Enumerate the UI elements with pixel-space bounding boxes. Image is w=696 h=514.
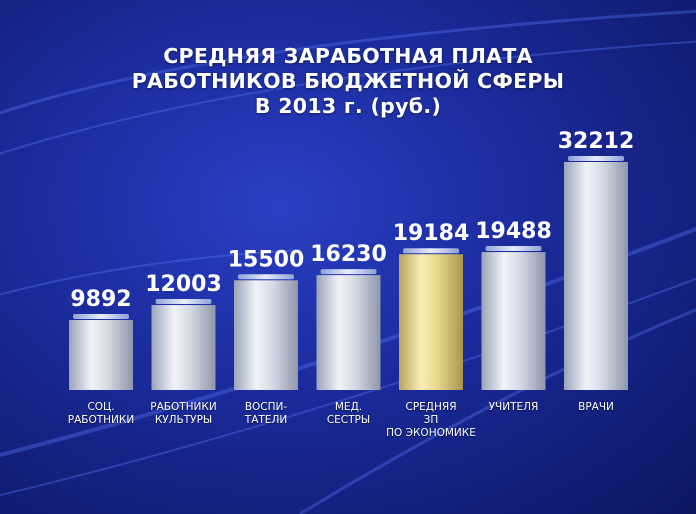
bar-value-label: 32212 — [558, 129, 635, 154]
bar-cap — [73, 313, 129, 319]
category-label-line: учителя — [488, 401, 539, 413]
category-label-line: соц. — [87, 401, 115, 413]
bar-cap — [155, 299, 212, 305]
bar-group: 16230 — [310, 242, 387, 390]
category-label-line: по экономике — [386, 427, 476, 439]
bar — [564, 162, 628, 390]
bar — [481, 252, 546, 390]
bar-cap — [568, 156, 624, 161]
category-label: воспи-татели — [218, 401, 314, 427]
category-label-line: сестры — [326, 414, 371, 426]
category-label: учителя — [466, 401, 562, 414]
bar-value-label: 9892 — [70, 287, 131, 312]
category-label-line: работники — [67, 414, 135, 426]
category-label: соц. работники — [53, 401, 149, 427]
category-label-line: татели — [244, 414, 288, 426]
bar-cap — [485, 246, 542, 252]
bar — [69, 319, 133, 390]
category-label: мед. сестры — [301, 401, 397, 427]
bar-group: 19184 — [393, 221, 470, 390]
bar-group: 32212 — [558, 129, 635, 390]
category-label-line: работники — [150, 401, 217, 413]
bar-group: 12003 — [145, 272, 222, 390]
bar-value-label: 16230 — [310, 242, 387, 267]
category-label-line: средняя — [405, 401, 457, 413]
bar — [316, 275, 381, 390]
bar — [399, 254, 463, 390]
category-label-line: врачи — [578, 401, 614, 413]
bar-value-label: 19488 — [475, 219, 552, 244]
bar-group: 19488 — [475, 219, 552, 390]
bar — [151, 305, 216, 390]
chart-title-line: РАБОТНИКОВ БЮДЖЕТНОЙ СФЕРЫ — [131, 69, 565, 93]
bar-value-label: 15500 — [228, 247, 305, 272]
category-label-line: воспи- — [244, 401, 288, 413]
category-label: работники культуры — [136, 401, 232, 427]
category-label-line: культуры — [154, 414, 213, 426]
bar-value-label: 12003 — [145, 272, 222, 297]
chart-title-line: В 2013 г. (руб.) — [254, 94, 442, 118]
category-label-line: зп — [423, 414, 439, 426]
category-label: средняя зп по экономике — [383, 401, 479, 440]
bar-group: 15500 — [228, 247, 305, 390]
chart-title: СРЕДНЯЯ ЗАРАБОТНАЯ ПЛАТА РАБОТНИКОВ БЮДЖ… — [0, 44, 696, 119]
bar-cap — [238, 274, 294, 280]
category-label: врачи — [548, 401, 644, 414]
bar — [234, 280, 298, 390]
category-label-line: мед. — [334, 401, 363, 413]
bar-cap — [320, 269, 377, 275]
chart-title-line: СРЕДНЯЯ ЗАРАБОТНАЯ ПЛАТА — [163, 44, 533, 68]
bar-group: 9892 — [69, 287, 133, 390]
bar-cap — [403, 248, 459, 254]
bar-value-label: 19184 — [393, 221, 470, 246]
